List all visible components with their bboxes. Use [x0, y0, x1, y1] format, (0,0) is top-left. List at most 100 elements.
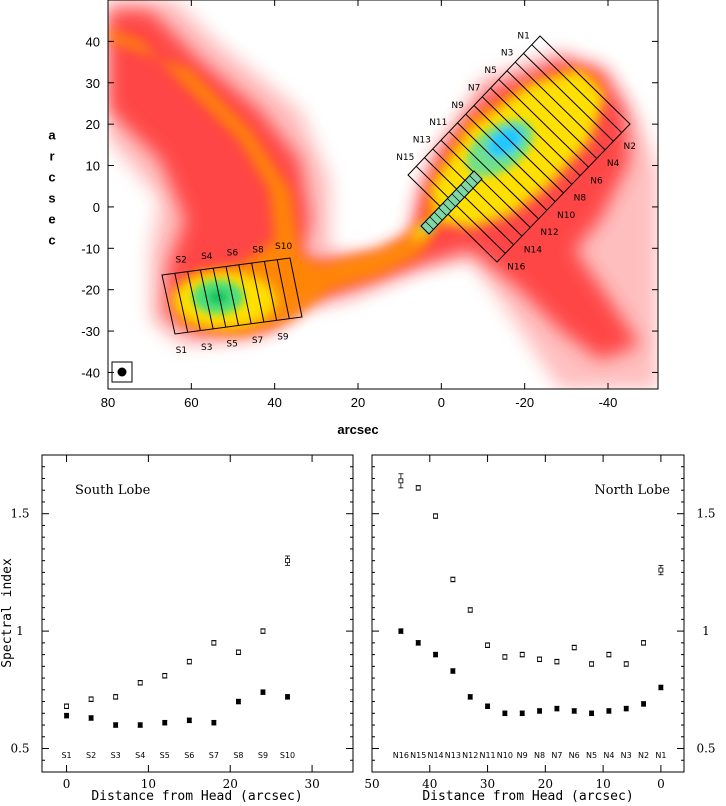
- south-x-axis-label: Distance from Head (arcsec): [91, 789, 302, 804]
- jet-hatch-line: [464, 179, 474, 189]
- map-y-axis-label-letter: c: [48, 233, 55, 248]
- y-tick-label: 1: [16, 624, 24, 638]
- north-x-axis-label: Distance from Head (arcsec): [422, 789, 633, 804]
- strip-label: N4: [603, 751, 614, 760]
- open-square-point: [641, 640, 646, 646]
- north-strip-divider: [506, 70, 598, 159]
- map-y-axis-label-letter: e: [48, 212, 55, 227]
- y-tick-label: 1.5: [696, 507, 715, 521]
- x-tick-label: 0: [63, 777, 71, 791]
- north-strip-divider: [498, 79, 589, 168]
- open-square-point: [519, 652, 525, 657]
- filled-square-point: [433, 652, 438, 657]
- map-x-axis-label: arcsec: [337, 422, 378, 437]
- north-lobe-plot: North Lobe 50 40 30 20 10 00.511.5 N16 N15 N14 N…: [364, 454, 716, 804]
- open-square-point: [113, 694, 119, 700]
- filled-square-point: [450, 668, 456, 674]
- north-strip-divider: [465, 113, 556, 202]
- open-square-point: [211, 640, 217, 646]
- filled-square-point: [113, 722, 119, 728]
- south-strip-divider: [263, 261, 278, 321]
- north-strip-divider: [523, 53, 614, 142]
- filled-square-point: [467, 694, 473, 700]
- north-strip-label: N4: [607, 159, 620, 169]
- jet-hatch-line: [460, 184, 469, 193]
- north-strip-labels: N16 N15 N14 N13 N12 N11 N10 N9 N8 N7 N6 N5 N4 N3 N2 N1: [393, 751, 667, 760]
- map-axes: 80 60 40 20 0 -20 -40 40 30 20 10 0 -10 -20 -30 -40: [81, 0, 658, 410]
- open-square-point: [623, 661, 629, 667]
- north-strip-divider: [448, 131, 539, 220]
- open-square-point: [606, 652, 612, 657]
- strip-label: S9: [258, 751, 268, 760]
- strip-label: S3: [111, 751, 121, 760]
- open-square-point: [450, 577, 456, 582]
- strip-label: N15: [410, 751, 426, 760]
- filled-square-point: [236, 699, 241, 704]
- map-x-tick-label: 80: [101, 395, 115, 410]
- north-strip-label: N5: [484, 66, 496, 76]
- open-square-point: [485, 642, 490, 648]
- map-y-axis-label-letter: c: [48, 170, 55, 185]
- filled-square-point: [658, 685, 664, 690]
- strip-label: N6: [569, 751, 580, 760]
- x-tick-label: 50: [364, 777, 379, 791]
- north-strip-label: N6: [590, 176, 603, 186]
- north-strip-label: N12: [540, 228, 558, 238]
- radio-emission-image: [108, 0, 658, 389]
- south-strip-labels: S1 S2 S3 S4 S5 S6 S7 S8 S9 S10: [61, 751, 295, 760]
- south-axis-ticks: 0 10 20 30 0.5 1 1.5: [10, 455, 353, 791]
- strip-label: S7: [209, 751, 219, 760]
- south-strip-label: S3: [201, 343, 212, 353]
- open-square-point: [589, 661, 594, 667]
- open-square-point: [467, 607, 473, 613]
- map-x-tick-label: -20: [515, 395, 534, 410]
- filled-square-point: [502, 710, 508, 716]
- south-strip-divider: [187, 271, 201, 331]
- map-y-tick-label: 0: [93, 200, 100, 215]
- north-strip-divider: [473, 105, 564, 194]
- map-x-tick-label: 0: [438, 395, 445, 410]
- north-plot-frame: [371, 454, 685, 773]
- open-square-point: [64, 703, 69, 709]
- open-square-point: [415, 485, 421, 491]
- south-strip-divider: [276, 259, 290, 319]
- north-strip-label: N1: [517, 31, 529, 41]
- north-lobe-strips: N1 N2 N3 N4 N5 N6 N7 N8 N9 N10 N11 N12 N13 N14 N15 N16: [396, 31, 636, 272]
- filled-square-point: [537, 708, 542, 714]
- open-square-point: [398, 478, 404, 484]
- filled-square-point: [186, 717, 192, 723]
- south-lobe-strips: S1 S2 S3 S4 S5 S6 S7 S8 S9 S10: [161, 242, 303, 356]
- south-strip-divider: [238, 264, 252, 324]
- strip-label: N1: [655, 751, 666, 760]
- north-strip-divider: [481, 96, 573, 185]
- x-tick-label: 0: [657, 777, 665, 791]
- filled-square-point: [162, 720, 168, 726]
- north-strip-label: N14: [524, 245, 542, 255]
- filled-square-point: [554, 706, 560, 711]
- map-frame: [107, 0, 659, 390]
- strip-label: N16: [393, 751, 409, 760]
- filled-square-point: [415, 640, 421, 646]
- filled-square-point: [285, 694, 290, 700]
- strip-label: N14: [427, 751, 443, 760]
- strip-label: S10: [280, 751, 295, 760]
- map-y-tick-label: 40: [86, 34, 100, 49]
- map-y-tick-label: -10: [81, 241, 100, 256]
- filled-square-point: [485, 703, 490, 709]
- map-x-tick-label: 20: [351, 395, 365, 410]
- south-strip-divider: [212, 268, 227, 328]
- filled-square-point: [519, 710, 525, 716]
- north-data-marks: [398, 473, 664, 717]
- x-tick-label: 10: [595, 777, 610, 791]
- strip-label: N10: [497, 751, 513, 760]
- north-strip-label: N8: [574, 194, 587, 204]
- jet-hatch-line: [456, 189, 465, 198]
- map-y-axis-label-letter: a: [48, 128, 56, 143]
- north-strip-divider: [432, 148, 523, 237]
- north-strip-label: N3: [501, 49, 513, 59]
- north-strip-label: N11: [429, 118, 447, 128]
- filled-square-point: [571, 708, 577, 714]
- north-strip-label: N13: [413, 136, 431, 146]
- jet-hatch-line: [451, 193, 461, 203]
- jet-hatch-line: [442, 202, 452, 212]
